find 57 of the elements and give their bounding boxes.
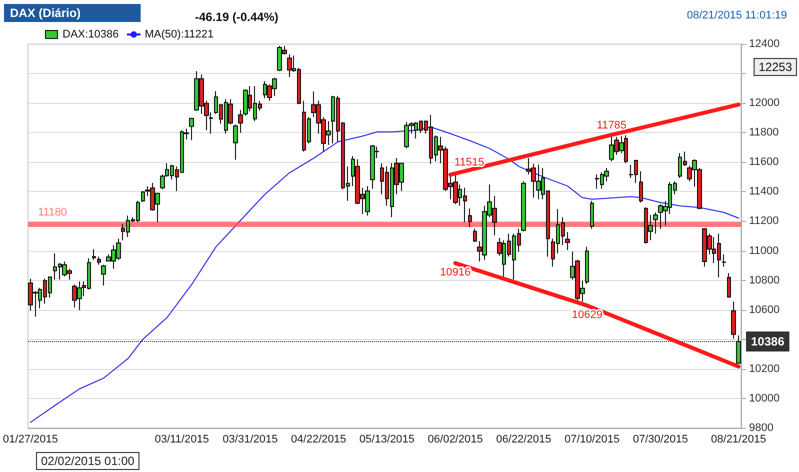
candlestick — [141, 190, 145, 203]
candlestick — [473, 228, 477, 242]
y-tick-label: 10600 — [749, 304, 780, 316]
y-tick-label: 11400 — [749, 186, 779, 198]
x-tick-label: 03/11/2015 — [154, 434, 209, 446]
y-tick-label: 10200 — [749, 362, 780, 375]
legend-label: MA(50):11221 — [144, 28, 214, 40]
y-tick-label: 12000 — [749, 97, 780, 110]
candlestick — [468, 208, 472, 228]
text: 12253 — [758, 60, 792, 74]
candlestick — [92, 248, 96, 260]
x-tick-label: 01/27/2015 — [2, 434, 58, 446]
chart-title: DAX (Diário) — [10, 6, 81, 20]
candlestick — [97, 256, 101, 266]
chart-subtitle: -46.19 (-0.44%) — [195, 10, 278, 24]
x-tick-label: 07/10/2015 — [564, 434, 620, 446]
candlestick — [722, 254, 726, 268]
candlestick — [233, 124, 238, 160]
candlestick — [238, 110, 243, 134]
y-tick-label: 11600 — [749, 156, 779, 168]
candlestick — [653, 212, 658, 234]
y-tick-label: 10800 — [749, 274, 780, 286]
x-tick-label: 07/30/2015 — [632, 434, 688, 446]
data-label: 10629 — [572, 309, 602, 322]
candlestick — [727, 272, 731, 298]
y-tick-label: 10000 — [749, 392, 780, 404]
x-tick-label: 05/13/2015 — [359, 434, 414, 446]
text: 08/21/2015 11:01:19 — [686, 10, 788, 22]
x-tick-label: 06/22/2015 — [496, 434, 552, 446]
candlestick — [590, 200, 594, 230]
candlestick — [521, 180, 526, 232]
y-tick-label: 9800 — [749, 422, 774, 434]
ref-line-label: 11180 — [38, 206, 67, 219]
ref-line-label: 10386 — [751, 334, 785, 348]
y-tick-label: 11200 — [749, 215, 779, 228]
candlestick — [101, 264, 106, 286]
x-tick-label: 04/22/2015 — [291, 434, 346, 446]
legend-label: DAX:10386 — [62, 28, 119, 40]
data-label: 11515 — [454, 156, 484, 169]
candlestick — [243, 88, 248, 116]
candlestick — [189, 117, 194, 141]
candlestick — [565, 232, 570, 251]
candlestick — [287, 54, 292, 78]
data-label: 11785 — [596, 119, 626, 132]
y-tick-label: 12400 — [749, 38, 780, 50]
candlestick — [370, 144, 375, 190]
x-tick-label: 06/02/2015 — [428, 434, 483, 446]
y-tick-label: 11800 — [749, 126, 779, 139]
x-tick-label: 03/31/2015 — [222, 434, 278, 446]
candlestick — [585, 246, 589, 284]
candlestick — [736, 334, 741, 364]
x-tick-label: 08/21/2015 — [711, 434, 766, 446]
candlestick — [639, 170, 643, 203]
y-tick-label: 11000 — [749, 244, 779, 257]
data-label: 10916 — [440, 266, 471, 279]
text: 02/02/2015 01:00 — [41, 454, 135, 468]
candlestick — [731, 301, 736, 340]
